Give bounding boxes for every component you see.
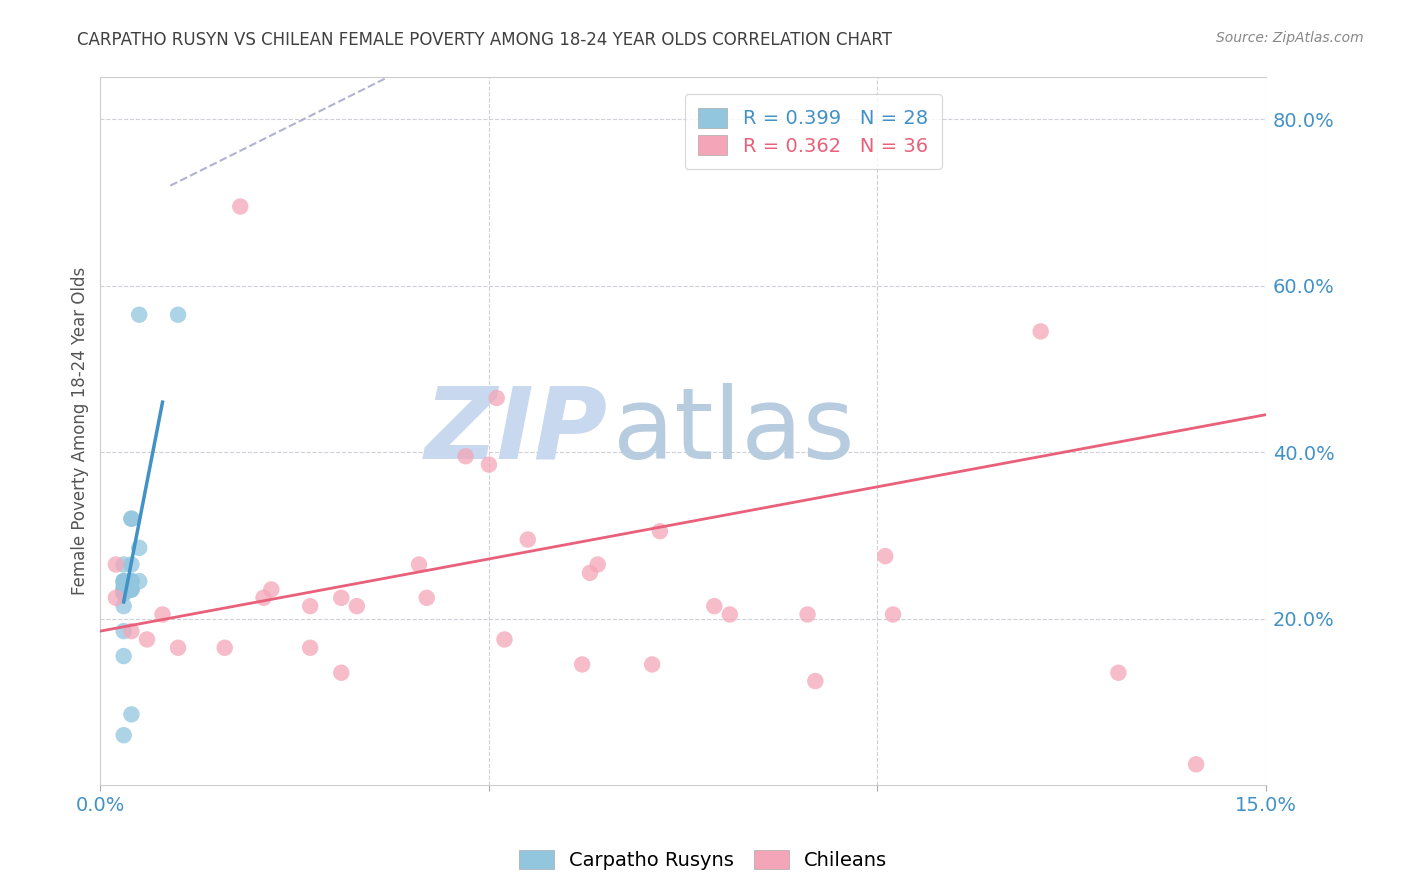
Point [120, 512, 142, 526]
Point [112, 624, 135, 639]
Point [136, 632, 159, 647]
Point [120, 512, 142, 526]
Legend: Carpatho Rusyns, Chileans: Carpatho Rusyns, Chileans [510, 842, 896, 878]
Text: atlas: atlas [613, 383, 855, 480]
Point [346, 599, 368, 614]
Point [454, 450, 477, 464]
Point [586, 558, 609, 572]
Point [648, 524, 671, 539]
Point [485, 391, 508, 405]
Point [718, 607, 741, 622]
Point [112, 599, 135, 614]
Point [1107, 665, 1129, 680]
Point [120, 574, 142, 589]
Point [112, 574, 135, 589]
Point [128, 574, 150, 589]
Text: CARPATHO RUSYN VS CHILEAN FEMALE POVERTY AMONG 18-24 YEAR OLDS CORRELATION CHART: CARPATHO RUSYN VS CHILEAN FEMALE POVERTY… [77, 31, 893, 49]
Point [1029, 325, 1052, 339]
Point [104, 558, 127, 572]
Point [330, 591, 353, 605]
Point [494, 632, 516, 647]
Point [408, 558, 430, 572]
Point [875, 549, 897, 564]
Y-axis label: Female Poverty Among 18-24 Year Olds: Female Poverty Among 18-24 Year Olds [72, 268, 89, 596]
Point [641, 657, 664, 672]
Point [120, 582, 142, 597]
Point [229, 199, 252, 213]
Point [112, 587, 135, 601]
Point [703, 599, 725, 614]
Point [112, 574, 135, 589]
Point [128, 541, 150, 555]
Point [252, 591, 274, 605]
Point [112, 582, 135, 597]
Point [120, 624, 142, 639]
Point [104, 591, 127, 605]
Point [112, 582, 135, 597]
Point [167, 640, 190, 655]
Point [112, 558, 135, 572]
Point [1185, 757, 1208, 772]
Point [120, 574, 142, 589]
Point [120, 574, 142, 589]
Point [260, 582, 283, 597]
Point [128, 308, 150, 322]
Point [112, 728, 135, 742]
Point [579, 566, 602, 580]
Point [112, 578, 135, 592]
Point [516, 533, 538, 547]
Point [478, 458, 501, 472]
Point [299, 599, 322, 614]
Point [416, 591, 439, 605]
Point [120, 707, 142, 722]
Point [112, 649, 135, 664]
Point [299, 640, 322, 655]
Point [112, 587, 135, 601]
Legend: R = 0.399   N = 28, R = 0.362   N = 36: R = 0.399 N = 28, R = 0.362 N = 36 [685, 95, 942, 169]
Point [882, 607, 904, 622]
Text: ZIP: ZIP [425, 383, 607, 480]
Point [120, 558, 142, 572]
Point [152, 607, 174, 622]
Point [796, 607, 818, 622]
Point [330, 665, 353, 680]
Point [167, 308, 190, 322]
Point [804, 674, 827, 689]
Point [112, 582, 135, 597]
Point [120, 582, 142, 597]
Point [571, 657, 593, 672]
Point [120, 582, 142, 597]
Text: Source: ZipAtlas.com: Source: ZipAtlas.com [1216, 31, 1364, 45]
Point [112, 574, 135, 589]
Point [214, 640, 236, 655]
